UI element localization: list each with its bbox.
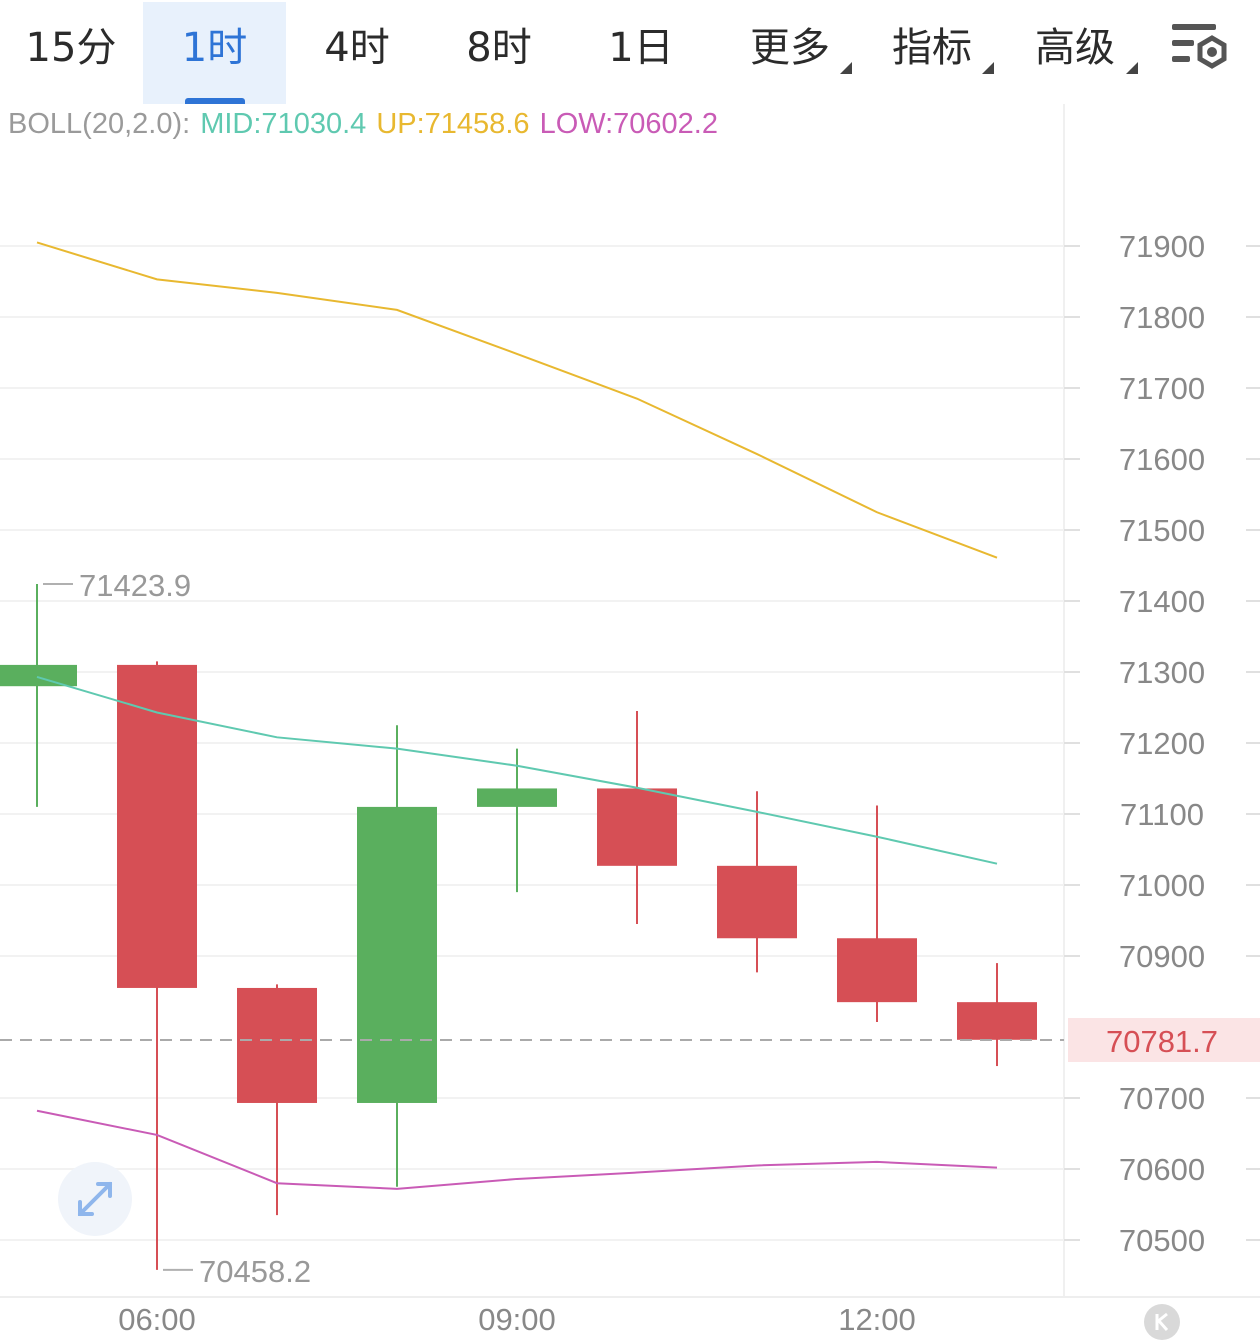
- tab-1h[interactable]: 1时: [143, 2, 286, 104]
- candle-body: [477, 788, 557, 807]
- active-tab-indicator: [184, 98, 245, 104]
- tab-label: 8时: [466, 25, 532, 71]
- boll-mid-line: [36, 676, 998, 865]
- y-tick-label: 71500: [1119, 513, 1205, 548]
- y-tick-label: 71900: [1119, 229, 1205, 264]
- chart-settings-icon[interactable]: [1168, 18, 1232, 74]
- y-tick-label: 71600: [1119, 442, 1205, 477]
- boll-mid-value: MID:71030.4: [200, 108, 367, 140]
- candle-body: [237, 987, 317, 1103]
- tab-label: 15分: [25, 25, 117, 71]
- y-tick-label: 71200: [1119, 726, 1205, 761]
- x-tick-label: 09:00: [478, 1302, 556, 1336]
- expand-chart-icon[interactable]: [58, 1162, 132, 1236]
- tab-8h[interactable]: 8时: [428, 2, 570, 104]
- candle-body: [357, 806, 437, 1103]
- boll-lower-line: [36, 1109, 998, 1190]
- boll-name: BOLL(20,2.0):: [8, 108, 191, 140]
- current-price-tag: [1068, 1017, 1260, 1062]
- y-tick-label: 70900: [1119, 939, 1205, 974]
- x-tick-label: 12:00: [838, 1302, 916, 1336]
- current-price-label: 70781.7: [1106, 1024, 1218, 1059]
- x-tick-label: 06:00: [118, 1302, 196, 1336]
- boll-low-value: LOW:70602.2: [539, 108, 718, 140]
- y-tick-label: 70700: [1119, 1081, 1205, 1116]
- boll-upper-line: [36, 241, 998, 559]
- tab-1d[interactable]: 1日: [570, 2, 712, 104]
- y-tick-label: 71700: [1119, 371, 1205, 406]
- boll-indicator-legend: BOLL(20,2.0): MID:71030.4 UP:71458.6 LOW…: [8, 108, 720, 141]
- candle-body: [717, 865, 797, 939]
- min-price-label: 70458.2: [199, 1254, 311, 1289]
- tab-label: 高级: [1035, 25, 1115, 71]
- y-tick-label: 71800: [1119, 300, 1205, 335]
- tab-label: 更多: [750, 25, 830, 71]
- tab-label: 指标: [892, 25, 972, 71]
- y-tick-label: 71100: [1120, 797, 1204, 832]
- kline-logo-icon: [1144, 1304, 1180, 1340]
- tab-indicators[interactable]: 指标: [872, 2, 994, 104]
- dropdown-caret-icon: [982, 62, 994, 74]
- tab-more[interactable]: 更多: [730, 2, 852, 104]
- tab-label: 1时: [181, 25, 248, 71]
- timeframe-tab-bar: 15分 1时 4时 8时 1日 更多 指标 高级: [0, 0, 1260, 104]
- candle-body: [0, 664, 77, 687]
- y-tick-label: 71300: [1119, 655, 1205, 690]
- y-tick-label: 70500: [1119, 1223, 1205, 1258]
- y-tick-label: 70600: [1119, 1152, 1205, 1187]
- candle-body: [597, 788, 677, 866]
- tab-label: 4时: [324, 25, 390, 71]
- dropdown-caret-icon: [1126, 62, 1138, 74]
- tab-15m[interactable]: 15分: [0, 2, 142, 104]
- candle-body: [837, 938, 917, 1003]
- boll-up-value: UP:71458.6: [376, 108, 530, 140]
- y-tick-label: 71000: [1119, 868, 1205, 903]
- tab-4h[interactable]: 4时: [286, 2, 428, 104]
- y-tick-label: 71400: [1119, 584, 1205, 619]
- dropdown-caret-icon: [840, 62, 852, 74]
- max-price-label: 71423.9: [79, 568, 191, 603]
- candlestick-chart[interactable]: 71900 71800 71700 71600 71500 71400 71300 71200…: [0, 104, 1260, 1336]
- tab-label: 1日: [608, 25, 674, 71]
- tab-advanced[interactable]: 高级: [1014, 2, 1138, 104]
- candle-body: [957, 1002, 1037, 1040]
